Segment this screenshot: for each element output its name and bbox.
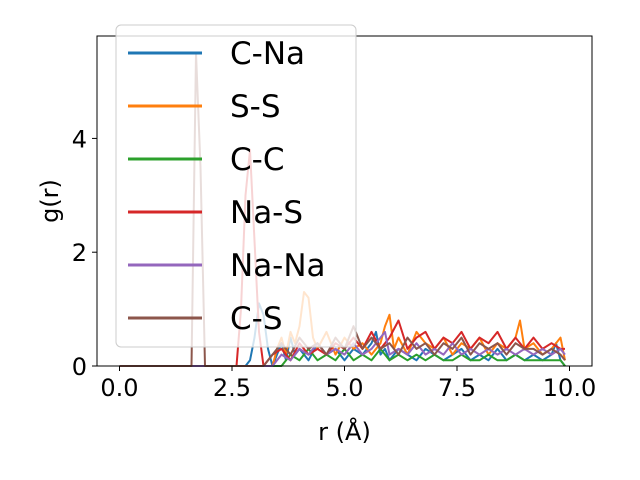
- x-axis: 0.0 2.5 5.0 7.5 10.0: [100, 366, 596, 402]
- x-tick-label: 7.5: [438, 374, 476, 402]
- y-tick-label: 0: [72, 353, 87, 381]
- y-tick-label: 4: [72, 125, 87, 153]
- legend-label-na-s: Na-S: [230, 195, 303, 231]
- legend: C-Na S-S C-C Na-S Na-Na C-S: [115, 24, 357, 348]
- series-line-c-s: [119, 52, 566, 367]
- legend-label-na-na: Na-Na: [230, 248, 326, 284]
- x-tick-label: 5.0: [325, 374, 363, 402]
- legend-label-c-c: C-C: [230, 142, 284, 178]
- series-line-c-c: [119, 347, 566, 367]
- legend-label-c-na: C-Na: [230, 36, 305, 72]
- x-axis-label: r (Å): [318, 417, 371, 446]
- y-axis-label: g(r): [36, 179, 64, 223]
- x-tick-label: 2.5: [213, 374, 251, 402]
- series-line-na-s: [119, 148, 565, 367]
- x-tick-label: 0.0: [100, 374, 138, 402]
- legend-label-s-s: S-S: [230, 89, 281, 125]
- y-axis: 0 2 4: [72, 125, 97, 381]
- y-tick-label: 2: [72, 239, 87, 267]
- legend-box: [115, 24, 357, 348]
- legend-label-c-s: C-S: [230, 301, 283, 337]
- x-tick-label: 10.0: [543, 374, 596, 402]
